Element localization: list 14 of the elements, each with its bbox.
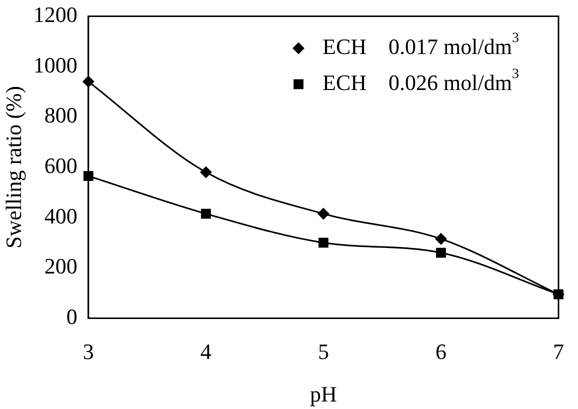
y-axis-title: Swelling ratio (%) (0, 86, 26, 248)
x-axis-title: pH (310, 382, 338, 407)
y-tick-label: 0 (66, 304, 78, 329)
y-tick-label: 200 (44, 254, 78, 279)
x-tick-label: 6 (435, 339, 446, 364)
x-tick-label: 7 (553, 339, 564, 364)
y-tick-label: 600 (44, 152, 78, 178)
y-tick-label: 800 (44, 102, 78, 128)
y-tick-label: 1000 (33, 52, 78, 78)
y-tick-label: 1200 (33, 2, 78, 27)
x-tick-label: 3 (82, 339, 94, 364)
x-tick-label: 4 (200, 339, 212, 364)
x-tick-label: 5 (318, 339, 329, 364)
y-tick-label: 400 (44, 203, 78, 228)
